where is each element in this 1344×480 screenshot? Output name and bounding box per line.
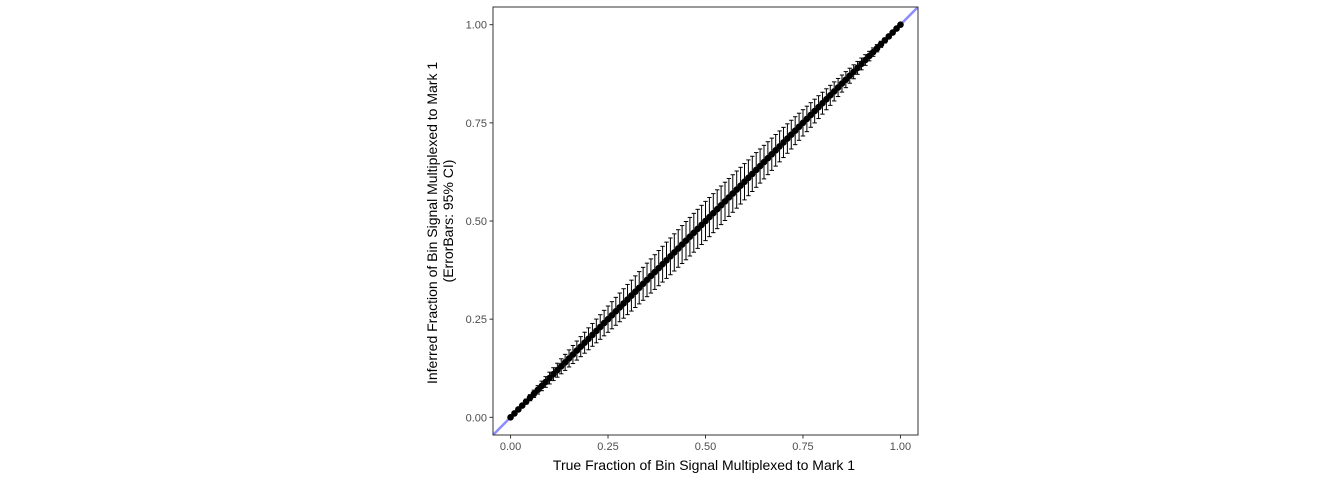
y-tick-label: 0.75	[466, 118, 487, 130]
x-tick-label: 0.75	[792, 441, 813, 453]
x-axis-title: True Fraction of Bin Signal Multiplexed …	[553, 457, 855, 473]
y-axis-title-line-1: Inferred Fraction of Bin Signal Multiple…	[424, 62, 440, 384]
axis-layer: 0.00 0.25 0.50 0.75 1.00 0.00 0.25 0.50 0.75 1.00	[466, 6, 919, 453]
y-tick-label: 0.25	[466, 314, 487, 326]
x-tick-label: 1.00	[890, 441, 911, 453]
y-axis-title-line-2: (ErrorBars: 95% CI)	[440, 160, 456, 283]
x-tick-label: 0.50	[695, 441, 716, 453]
data-point	[897, 21, 904, 28]
x-tick-label: 0.00	[500, 441, 521, 453]
y-tick-label: 1.00	[466, 20, 487, 32]
y-axis-title: Inferred Fraction of Bin Signal Multiple…	[424, 58, 456, 384]
point-layer	[507, 21, 904, 421]
x-tick-label: 0.25	[597, 441, 618, 453]
y-tick-label: 0.00	[466, 412, 487, 424]
y-tick-label: 0.50	[466, 216, 487, 228]
